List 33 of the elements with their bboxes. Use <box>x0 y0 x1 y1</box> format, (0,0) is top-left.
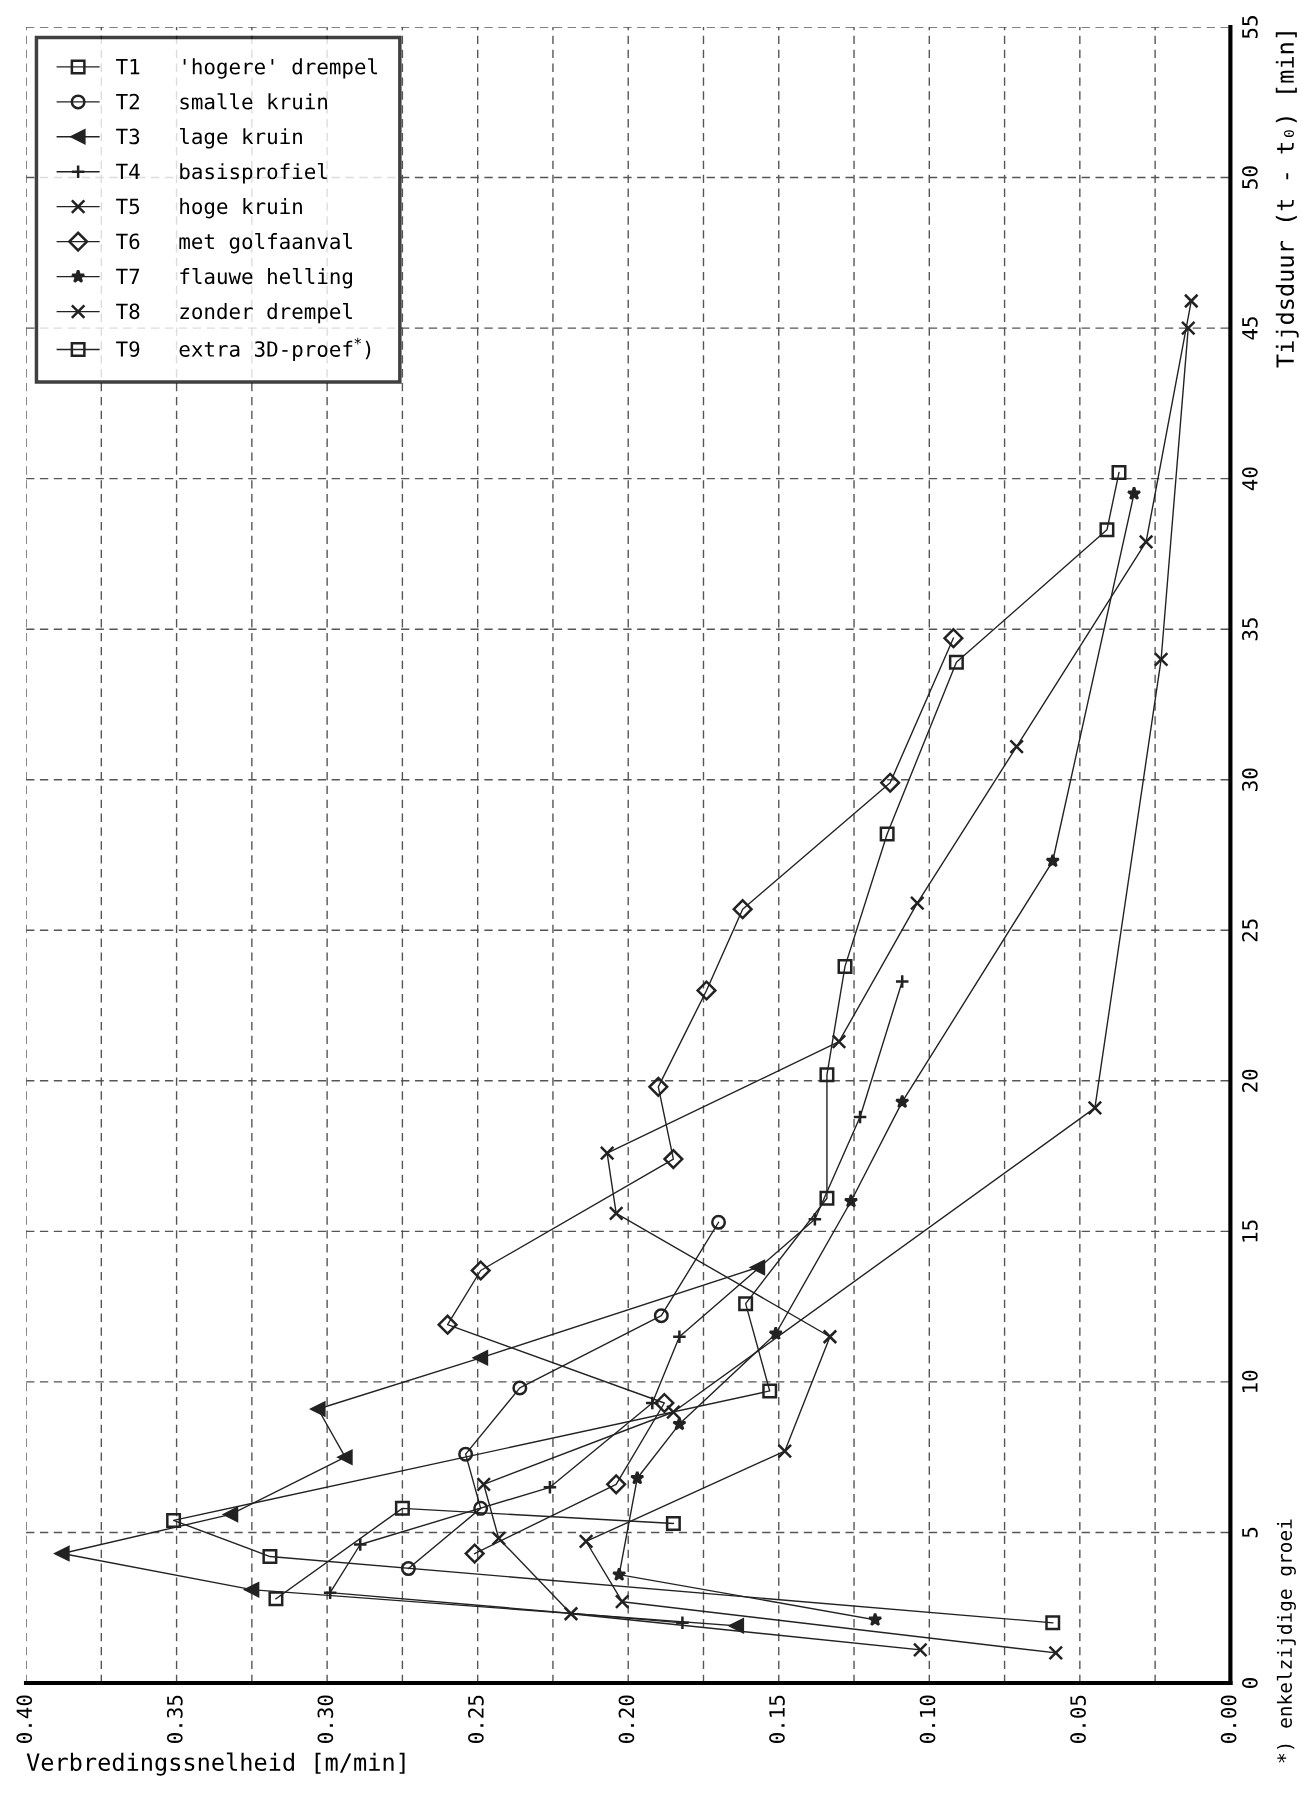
legend-label: T8 zonder drempel <box>116 302 352 324</box>
x-tick-label: 0.30 <box>317 1695 334 1743</box>
legend-label: T6 met golfaanval <box>116 232 352 254</box>
x-tick-label: 0.35 <box>166 1695 183 1743</box>
x-tick-label: 0.15 <box>769 1695 785 1743</box>
x-tick-label: 0.40 <box>16 1695 33 1743</box>
y-tick-label: 25 <box>1241 919 1258 942</box>
legend-label: T5 hoge kruin <box>116 198 302 219</box>
x-tick-label: 0.20 <box>618 1695 635 1743</box>
legend-label: T7 flauwe helling <box>116 267 352 289</box>
x-tick-label: 0.10 <box>919 1695 936 1743</box>
x-axis-title: Verbredingssnelheid [m/min] <box>26 1752 405 1776</box>
x-tick-label: 0.00 <box>1220 1695 1237 1743</box>
legend-label: T3 lage kruin <box>116 128 302 149</box>
legend-label: T9 extra 3D-proef$^{*}$) <box>116 337 371 361</box>
y-tick-label: 10 <box>1241 1370 1258 1392</box>
y-tick-label: 30 <box>1241 768 1258 791</box>
y-tick-label: 40 <box>1241 467 1258 491</box>
x-tick-label: 0.05 <box>1070 1695 1086 1743</box>
y-tick-label: 5 <box>1242 1527 1258 1538</box>
x-tick-label: 0.25 <box>468 1695 484 1743</box>
text: *) enkelzijdige groei <box>1276 1519 1296 1763</box>
y-tick-label: 0 <box>1241 1678 1258 1688</box>
y-tick-label: 50 <box>1241 166 1258 189</box>
y-axis-title: Tijdsduur (t - t₀) [min] <box>1275 32 1299 368</box>
y-tick-label: 20 <box>1241 1069 1258 1092</box>
y-tick-label: 35 <box>1241 618 1258 641</box>
y-tick-label: 45 <box>1242 317 1258 340</box>
y-tick-label: 15 <box>1242 1220 1258 1242</box>
legend-label: T1 'hogere' drempel <box>116 58 377 79</box>
legend-label: T4 basisprofiel <box>116 163 327 184</box>
legend-label: T2 smalle kruin <box>116 93 327 110</box>
y-tick-label: 55 <box>1242 16 1258 39</box>
